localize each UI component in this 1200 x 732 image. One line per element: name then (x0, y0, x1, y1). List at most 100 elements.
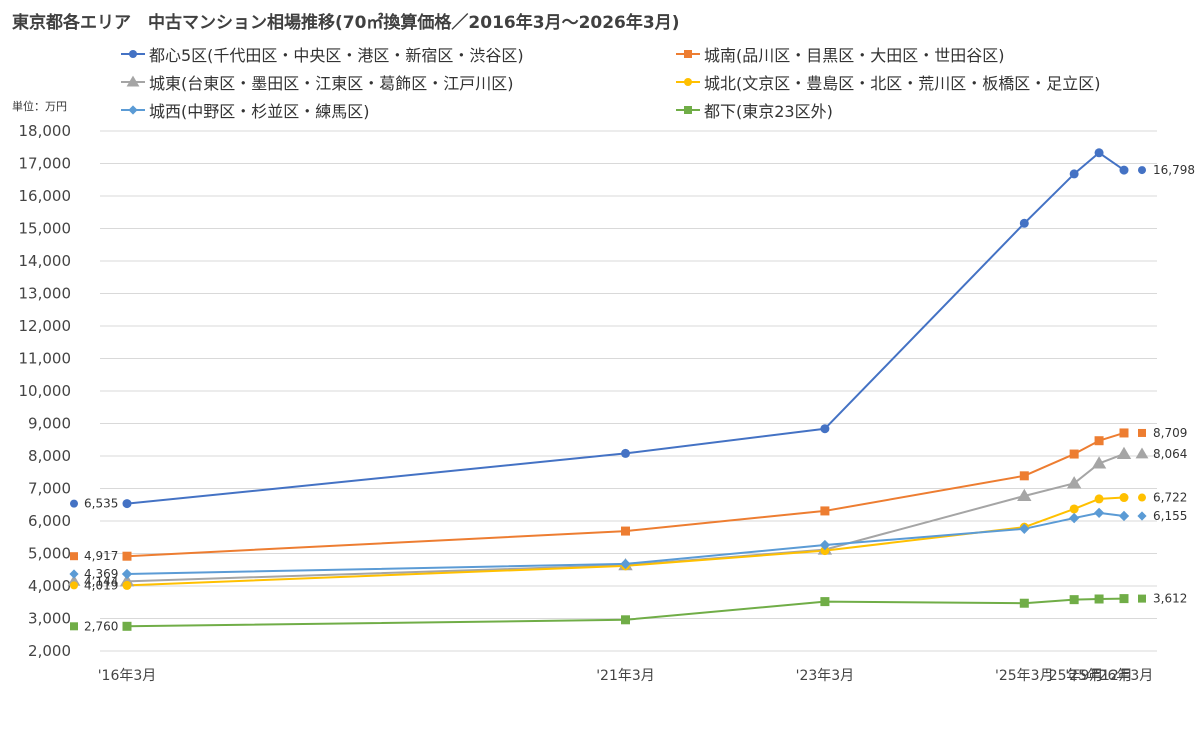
data-point (1094, 436, 1104, 446)
data-label-first: 4,019 (84, 578, 118, 592)
grid-lines (100, 130, 1157, 652)
legend-swatch (676, 78, 700, 86)
data-point (1116, 446, 1132, 459)
data-label-first: 6,535 (84, 497, 118, 511)
last-label-marker (1137, 511, 1147, 521)
data-point (1118, 510, 1130, 522)
legend-swatch-marker (684, 106, 692, 114)
legend-label: 城南(品川区・目黒区・大田区・世田谷区) (704, 46, 1005, 65)
legend-swatch-marker (126, 75, 140, 87)
legend-swatch (676, 50, 700, 58)
data-label-last: 16,798 (1153, 163, 1195, 177)
data-point (122, 551, 132, 561)
y-tick-label: 7,000 (28, 480, 71, 498)
y-tick-label: 5,000 (28, 545, 71, 563)
y-tick-label: 17,000 (19, 155, 72, 173)
legend-swatch-marker (684, 50, 692, 58)
data-label-first: 4,369 (84, 567, 118, 581)
data-point (1119, 493, 1129, 503)
data-point (621, 448, 630, 458)
x-tick-label: '26年3月 (1095, 668, 1154, 684)
data-point (1019, 218, 1029, 228)
data-point (621, 526, 630, 536)
first-label-marker (69, 569, 79, 579)
legend-label: 城北(文京区・豊島区・北区・荒川区・板橋区・足立区) (704, 74, 1101, 93)
legend-swatch (121, 105, 145, 115)
unit-label: 単位：万円 (12, 100, 67, 113)
data-point (1019, 523, 1030, 534)
legend-swatch-marker (128, 105, 138, 115)
x-tick-label: '21年3月 (596, 668, 655, 684)
legend-item: 都心5区(千代田区・中央区・港区・新宿区・渋谷区) (120, 42, 524, 66)
data-point (1069, 169, 1079, 179)
last-label-marker (1138, 428, 1146, 437)
data-label-last: 3,612 (1153, 592, 1187, 606)
legend-label: 都下(東京23区外) (704, 102, 833, 121)
legend-swatch-marker (684, 78, 692, 86)
data-label-last: 8,709 (1153, 426, 1187, 440)
data-point (122, 621, 132, 631)
y-tick-label: 3,000 (28, 610, 71, 628)
data-label-first: 4,144 (84, 574, 118, 588)
data-point (820, 546, 830, 556)
data-point (1068, 512, 1080, 524)
series-line (126, 496, 1125, 587)
data-point (1066, 476, 1082, 489)
data-point (1069, 449, 1079, 459)
last-label-marker (1138, 594, 1146, 603)
data-point (1069, 595, 1079, 605)
x-tick-label: '25年12月 (1065, 668, 1132, 684)
y-tick-label: 11,000 (19, 350, 72, 368)
first-label-marker (70, 499, 78, 508)
y-axis-ticks: 2,000 3,000 4,000 5,000 6,000 7,000 8,000 9,000… (19, 122, 72, 660)
data-point (121, 568, 133, 580)
y-tick-label: 8,000 (28, 447, 71, 465)
data-label-last: 8,064 (1153, 447, 1187, 461)
data-point (1019, 471, 1029, 481)
data-point (122, 499, 132, 509)
legend-swatch (121, 50, 145, 58)
x-tick-label: '16年3月 (98, 668, 157, 684)
y-tick-label: 2,000 (28, 642, 71, 660)
data-point (1069, 504, 1079, 514)
data-point (1094, 494, 1104, 504)
legend-item: 城西(中野区・杉並区・練馬区) (120, 98, 370, 122)
data-label-last: 6,155 (1153, 509, 1187, 523)
legend-item: 城北(文京区・豊島区・北区・荒川区・板橋区・足立区) (675, 70, 1101, 94)
data-point (819, 539, 831, 551)
data-point (122, 580, 132, 590)
last-label-marker (1138, 493, 1146, 502)
data-label-first: 4,917 (84, 549, 118, 563)
y-tick-label: 14,000 (19, 252, 72, 270)
legend-label: 城東(台東区・墨田区・江東区・葛飾区・江戸川区) (149, 74, 514, 93)
data-point (1091, 456, 1107, 469)
data-labels: 6,535 16,798 4,917 8,709 4,144 8,064 4,019 6,72… (84, 163, 1195, 633)
first-label-marker (70, 622, 78, 631)
data-point (1019, 598, 1029, 608)
legend-label: 都心5区(千代田区・中央区・港区・新宿区・渋谷区) (149, 46, 524, 65)
last-label-marker (1138, 166, 1146, 175)
data-point (1094, 594, 1104, 604)
y-tick-label: 18,000 (19, 122, 72, 140)
y-tick-label: 6,000 (28, 512, 71, 530)
data-point (1119, 428, 1129, 438)
data-point (820, 506, 830, 516)
data-point (1017, 488, 1032, 502)
y-tick-label: 16,000 (19, 187, 72, 205)
x-axis-ticks: '16年3月 '21年3月 '23年3月 '25年3月'25年9月'25年12月'26… (98, 668, 1154, 684)
end-label-markers (67, 166, 1149, 631)
series-lines (126, 151, 1125, 628)
data-point (1093, 507, 1105, 519)
x-tick-label: '25年3月 (995, 668, 1054, 684)
y-tick-label: 13,000 (19, 285, 72, 303)
legend-swatch (676, 106, 700, 114)
data-point (1094, 148, 1104, 158)
data-label-first: 2,760 (84, 619, 118, 633)
first-label-marker (70, 552, 78, 561)
y-tick-label: 15,000 (19, 220, 72, 238)
data-label-last: 6,722 (1153, 491, 1187, 505)
data-point (1119, 594, 1129, 604)
first-label-marker (70, 581, 78, 590)
y-tick-label: 9,000 (28, 415, 71, 433)
data-point (621, 615, 630, 625)
